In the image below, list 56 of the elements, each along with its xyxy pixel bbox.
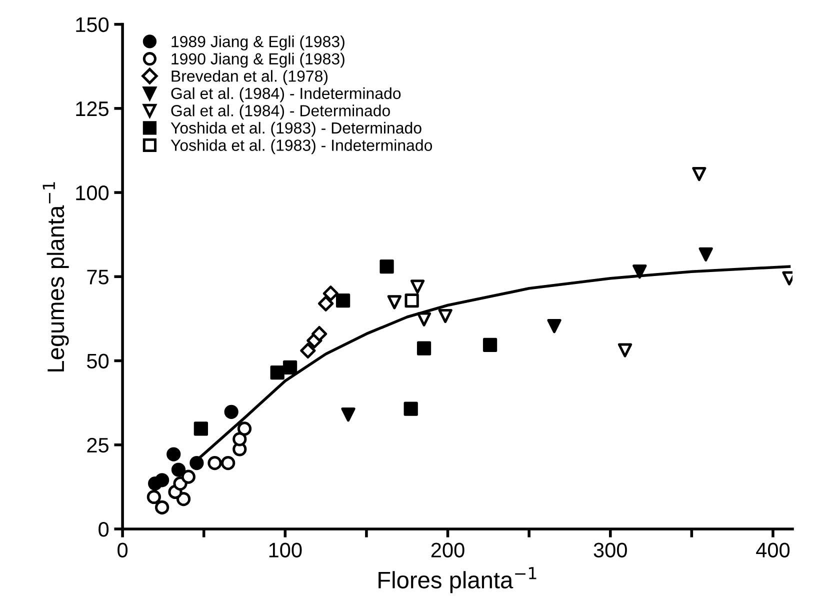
point [547,319,562,334]
point [438,308,452,324]
x-tick-label: 200 [431,542,464,558]
y-tick-label: 75 [87,270,108,284]
point [698,247,713,262]
point [336,293,350,308]
legend-label: Brevedan et al. (1978) [172,70,328,85]
point [221,456,236,470]
point [190,456,204,470]
point [282,360,298,375]
point [341,408,356,422]
point [404,402,418,416]
point [208,456,222,470]
point [404,293,419,308]
point [155,500,170,514]
y-axis-title: Legumes planta$^{−1}$ [42,182,69,372]
point [232,432,247,446]
point [311,326,328,342]
point [237,422,252,436]
point [416,312,432,326]
legend-label: Gal et al. (1984) - Determinado [171,104,390,120]
point [482,338,498,352]
point [224,404,238,419]
point [181,470,196,484]
point [632,264,647,279]
point [155,473,170,488]
legend-label: 1990 Jiang & Egli (1983) [172,52,344,68]
point [318,296,334,312]
point [322,286,339,302]
y-tick-label: 100 [76,186,109,200]
point [300,342,316,358]
point [171,462,186,477]
y-tick-label: 25 [87,438,108,453]
x-axis-title: Flores planta$^{−1}$ [378,567,536,594]
y-tick-label: 125 [76,101,108,116]
point [387,295,402,310]
y-tick-label: 50 [87,354,109,368]
legend-label: Yoshida et al. (1983) - Indeterminado [170,139,432,154]
point [380,259,394,274]
point [270,365,284,380]
y-tick-label: 150 [76,17,109,32]
x-tick-label: 100 [269,542,302,558]
point [692,166,706,182]
y-tick-label: 0 [98,522,109,537]
legend-label: Gal et al. (1984) - Indeterminado [171,87,401,102]
point [618,343,632,358]
point [194,422,208,436]
legend-label: 1989 Jiang & Egli (1983) [172,36,344,50]
x-tick-label: 300 [594,542,627,558]
point [416,341,432,356]
point [146,490,161,504]
x-tick-label: 400 [756,542,790,558]
x-tick-label: 0 [118,542,128,558]
point [166,447,181,462]
point [410,280,425,294]
legend-label: Yoshida et al. (1983) - Determinado [170,122,422,137]
